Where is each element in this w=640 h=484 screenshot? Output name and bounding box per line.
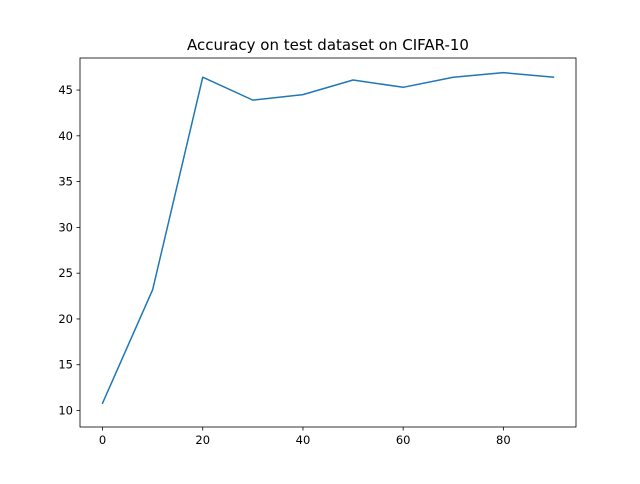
x-tick-label: 40 (296, 433, 311, 447)
x-tick-label: 60 (396, 433, 411, 447)
y-tick-label: 15 (58, 358, 73, 372)
y-tick-label: 10 (58, 404, 73, 418)
x-tick-label: 80 (496, 433, 511, 447)
y-tick-label: 40 (58, 129, 73, 143)
chart-title: Accuracy on test dataset on CIFAR-10 (187, 36, 469, 54)
y-tick-label: 25 (58, 266, 73, 280)
x-tick-label: 0 (99, 433, 106, 447)
y-tick-label: 35 (58, 175, 73, 189)
y-tick-label: 30 (58, 220, 73, 234)
x-tick-label: 20 (195, 433, 210, 447)
y-tick-label: 20 (58, 312, 73, 326)
y-tick-label: 45 (58, 83, 73, 97)
